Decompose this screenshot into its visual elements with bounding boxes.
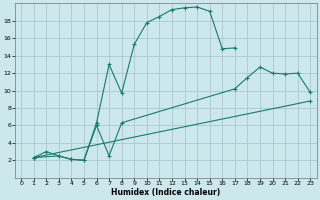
X-axis label: Humidex (Indice chaleur): Humidex (Indice chaleur) bbox=[111, 188, 220, 197]
